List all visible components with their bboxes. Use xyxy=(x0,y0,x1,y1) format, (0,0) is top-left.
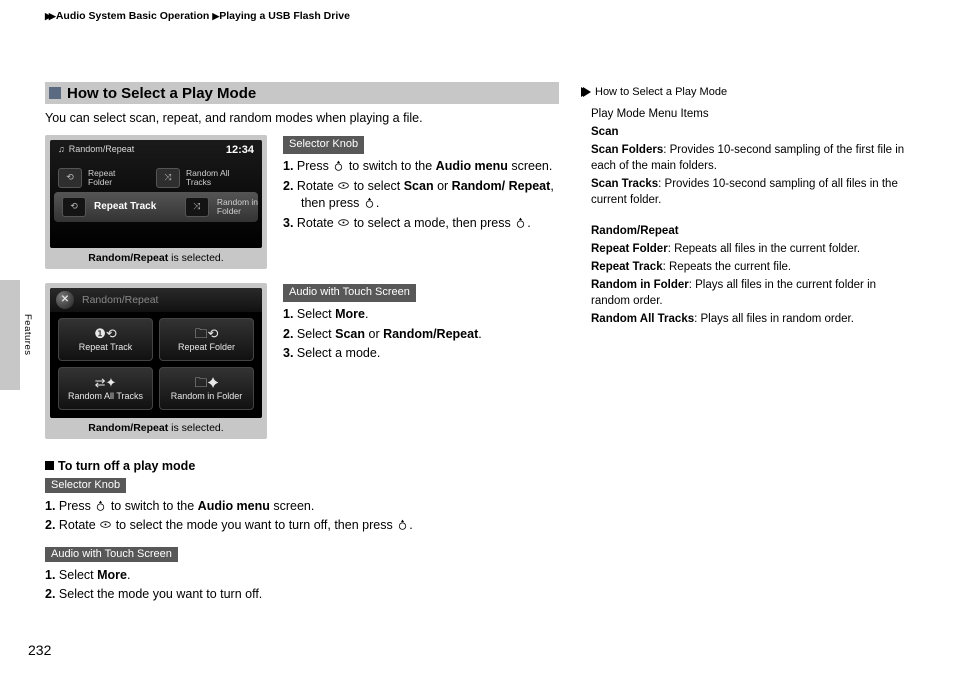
turnoff-knob-step-1: 1. Press to switch to the Audio menu scr… xyxy=(45,497,559,516)
figure1-caption-rest: is selected. xyxy=(168,252,223,264)
repeat-track-icon: ❶⟲ xyxy=(94,327,117,340)
screen2-title: Random/Repeat xyxy=(82,294,158,306)
turnoff-touch-step-2: 2. Select the mode you want to turn off. xyxy=(45,585,559,604)
figure-knob-screen: ♫ Random/Repeat 12:34 ⟲ Repeat Folder ⤨ xyxy=(45,135,267,269)
section-title: How to Select a Play Mode xyxy=(67,85,256,102)
press-knob-icon xyxy=(332,159,345,172)
figure2-caption: Random/Repeat is selected. xyxy=(50,418,262,439)
right-repeat-folder-label: Repeat Folder xyxy=(591,243,668,255)
right-scan-tracks-label: Scan Tracks xyxy=(591,178,658,190)
close-icon: ✕ xyxy=(56,291,74,309)
right-col-body: Play Mode Menu Items Scan Scan Folders : … xyxy=(581,106,915,327)
turnoff-heading: To turn off a play mode xyxy=(45,459,559,473)
side-tab-label: Features xyxy=(22,314,33,356)
turnoff-touch-step-1: 1. Select More. xyxy=(45,566,559,585)
section-header: How to Select a Play Mode xyxy=(45,82,559,104)
turnoff-knob-step-2: 2. Rotate to select the mode you want to… xyxy=(45,516,559,535)
section-intro: You can select scan, repeat, and random … xyxy=(45,110,559,127)
touch-step-1: 1. Select More. xyxy=(283,306,559,324)
repeat-track-icon: ⟲ xyxy=(62,197,86,217)
rotate-knob-icon xyxy=(337,216,350,229)
music-note-icon: ♫ xyxy=(58,144,65,154)
right-random-all-label: Random All Tracks xyxy=(591,313,694,325)
touch-screen-tag: Audio with Touch Screen xyxy=(283,284,416,302)
screen1-selected-label: Repeat Track xyxy=(94,202,156,213)
side-tab xyxy=(0,280,20,390)
right-random-folder-label: Random in Folder xyxy=(591,279,689,291)
breadcrumb-arrow-icon: ▶▶ xyxy=(45,11,53,22)
figure1-caption-bold: Random/Repeat xyxy=(88,252,168,264)
touch-btn-label: Repeat Track xyxy=(79,342,133,352)
figure2-caption-bold: Random/Repeat xyxy=(88,422,168,434)
touch-btn-label: Random All Tracks xyxy=(68,391,143,401)
selector-knob-tag: Selector Knob xyxy=(45,478,126,493)
knob-step-1: 1. Press to switch to the Audio menu scr… xyxy=(283,158,559,176)
figure2-caption-rest: is selected. xyxy=(168,422,223,434)
right-scan-folders-label: Scan Folders xyxy=(591,144,663,156)
screen1-title: ♫ Random/Repeat xyxy=(58,144,134,154)
touch-btn-random-folder: 🗀✦ Random in Folder xyxy=(159,367,254,410)
press-knob-icon xyxy=(396,518,409,531)
screen1-title-text: Random/Repeat xyxy=(69,144,135,154)
figure-touch-screen: ✕ Random/Repeat ❶⟲ Repeat Track 🗀⟲ Repea… xyxy=(45,283,267,439)
right-repeat-track-label: Repeat Track xyxy=(591,261,663,273)
random-folder-icon: ⤨ xyxy=(185,197,209,217)
touch-btn-random-all: ⇄✦ Random All Tracks xyxy=(58,367,153,410)
rotate-knob-icon xyxy=(337,179,350,192)
right-repeat-track-desc: : Repeats the current file. xyxy=(663,261,791,273)
right-random-all-desc: : Plays all files in random order. xyxy=(694,313,854,325)
press-knob-icon xyxy=(514,216,527,229)
repeat-folder-icon: 🗀⟲ xyxy=(195,327,219,340)
random-all-icon: ⤨ xyxy=(156,168,180,188)
knob-step-3: 3. Rotate to select a mode, then press . xyxy=(283,215,559,233)
press-knob-icon xyxy=(363,196,376,209)
section-marker-icon xyxy=(49,87,61,99)
page-number: 232 xyxy=(28,642,51,658)
breadcrumb-level1: Audio System Basic Operation xyxy=(56,10,209,22)
figure1-caption: Random/Repeat is selected. xyxy=(50,248,262,269)
screen1-cell-b: Random All Tracks xyxy=(186,169,229,187)
right-p1: Play Mode Menu Items xyxy=(591,106,915,122)
screen1-cell-d: Random in Folder xyxy=(217,198,258,216)
touch-btn-repeat-folder: 🗀⟲ Repeat Folder xyxy=(159,318,254,361)
breadcrumb-level2: Playing a USB Flash Drive xyxy=(219,10,350,22)
right-scan-label: Scan xyxy=(591,126,619,138)
right-arrow-icon xyxy=(583,87,591,97)
rotate-knob-icon xyxy=(99,518,112,531)
touch-btn-label: Random in Folder xyxy=(171,391,243,401)
right-rr-label: Random/Repeat xyxy=(591,225,679,237)
screen1-clock: 12:34 xyxy=(226,144,254,156)
knob-step-2: 2. Rotate to select Scan or Random/ Repe… xyxy=(283,178,559,213)
press-knob-icon xyxy=(94,499,107,512)
right-repeat-folder-desc: : Repeats all files in the current folde… xyxy=(668,243,860,255)
touch-btn-label: Repeat Folder xyxy=(178,342,235,352)
breadcrumb-arrow-icon: ▶ xyxy=(212,11,216,22)
subsection-marker-icon xyxy=(45,461,54,470)
right-col-heading: How to Select a Play Mode xyxy=(581,86,915,98)
touch-screen-tag: Audio with Touch Screen xyxy=(45,547,178,562)
breadcrumb: ▶▶ Audio System Basic Operation ▶ Playin… xyxy=(45,10,915,22)
selector-knob-tag: Selector Knob xyxy=(283,136,364,154)
screen1-cell-a: Repeat Folder xyxy=(88,169,115,187)
screen1-selected-row: ⟲ Repeat Track ⤨ Random in Folder xyxy=(54,192,258,222)
touch-step-2: 2. Select Scan or Random/Repeat. xyxy=(283,326,559,344)
touch-step-3: 3. Select a mode. xyxy=(283,345,559,363)
touch-btn-repeat-track: ❶⟲ Repeat Track xyxy=(58,318,153,361)
repeat-folder-icon: ⟲ xyxy=(58,168,82,188)
random-folder-icon: 🗀✦ xyxy=(194,376,218,389)
random-all-icon: ⇄✦ xyxy=(95,376,117,389)
